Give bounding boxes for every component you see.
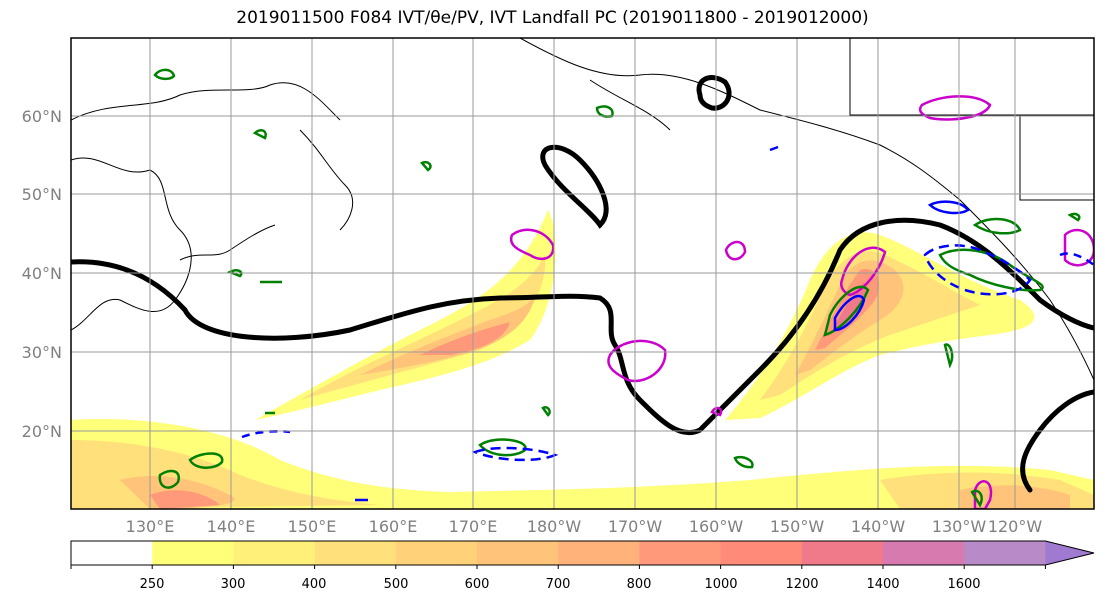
colorbar-label: 400 [302,577,327,592]
lon-label: 170°E [449,517,498,536]
lon-label: 160°E [369,517,418,536]
colorbar-label: 800 [627,577,652,592]
colorbar-cell [558,541,640,565]
colorbar-cell [801,541,884,565]
colorbar-label: 600 [465,577,490,592]
colorbar-outline [70,540,1095,566]
colorbar-label: 500 [384,577,409,592]
colorbar-label: 1400 [866,577,899,592]
lon-label: 150°E [288,517,337,536]
lon-label: 150°W [770,517,825,536]
lat-label: 30°N [22,343,62,362]
colorbar-cell [720,541,803,565]
coastlines [71,38,1094,381]
lat-label: 60°N [22,107,62,126]
lat-label: 40°N [22,264,62,283]
latitude-labels: 60°N 50°N 40°N 30°N 20°N [22,107,62,441]
landfall-contour [71,75,1094,493]
lon-label: 130°E [126,517,175,536]
colorbar-label: 1200 [785,577,818,592]
colorbar-cell [71,541,153,565]
blue-contours [241,145,1094,502]
colorbar-cell [395,541,478,565]
colorbar-label: 700 [546,577,571,592]
colorbar-label: 300 [221,577,246,592]
lon-label: 120°W [988,517,1043,536]
lon-label: 180°W [527,517,582,536]
colorbar: 250 300 400 500 600 700 800 1000 1200 14… [70,540,1095,592]
colorbar-cell [314,541,397,565]
colorbar-cell [233,541,316,565]
lat-label: 20°N [22,422,62,441]
map-title: 2019011500 F084 IVT/θe/PV, IVT Landfall … [236,8,869,28]
lat-label: 50°N [22,185,62,204]
colorbar-label: 1600 [947,577,980,592]
colorbar-cell [152,541,234,565]
lon-label: 140°E [207,517,256,536]
colorbar-cell [639,541,722,565]
lon-label: 160°W [689,517,744,536]
ivt-shading [71,210,1094,509]
colorbar-cell [477,541,559,565]
gridlines [71,38,1094,509]
lon-label: 130°W [932,517,987,536]
colorbar-cell [883,541,965,565]
colorbar-label: 250 [140,577,165,592]
colorbar-label: 1000 [704,577,737,592]
colorbar-extension [1045,541,1094,565]
lon-label: 140°W [851,517,906,536]
colorbar-cell [964,541,1046,565]
lon-label: 170°W [608,517,663,536]
map-frame [70,37,1095,510]
longitude-labels: 130°E 140°E 150°E 160°E 170°E 180°W 170°… [126,517,1043,536]
